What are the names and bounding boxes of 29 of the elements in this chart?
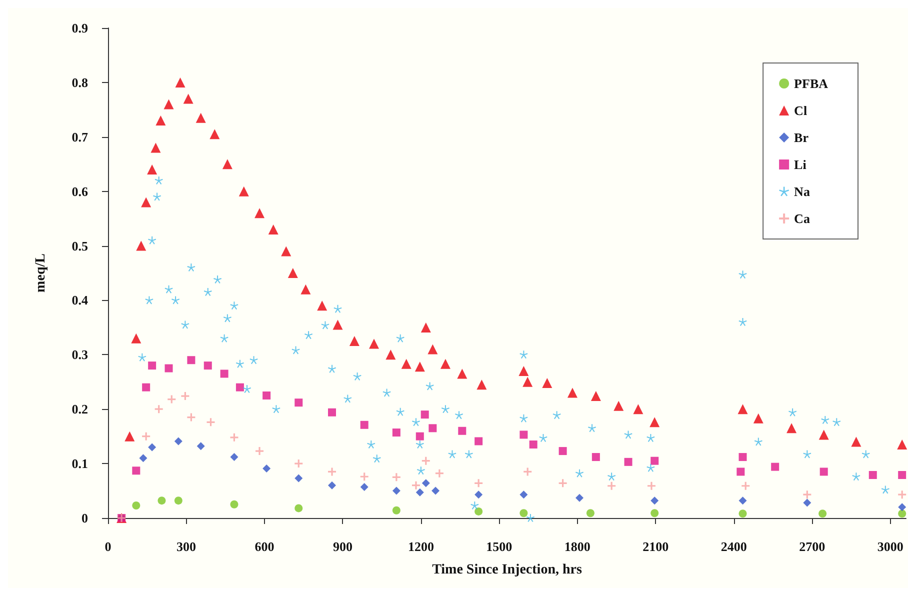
y-tick-label: 0.8 [72, 74, 88, 90]
x-tick-label: 0 [104, 539, 112, 554]
legend-label: Ca [794, 211, 810, 226]
x-tick-label: 1500 [486, 539, 512, 554]
x-tick-label: 600 [254, 539, 274, 554]
y-tick-label: 0.3 [72, 347, 88, 362]
legend-label: PFBA [794, 76, 829, 91]
x-tick-label: 2700 [799, 539, 826, 554]
y-tick-label: 0.1 [72, 456, 88, 472]
y-tick-label: 0.5 [72, 238, 88, 254]
y-tick-label: 0 [82, 510, 88, 526]
y-tick-label: 0.7 [72, 129, 88, 144]
x-tick-label: 2100 [642, 539, 669, 554]
y-tick-label: 0.6 [72, 184, 88, 199]
legend-label: Li [794, 157, 807, 172]
y-axis-title: meq/L [34, 254, 48, 292]
y-tick-label: 0.2 [72, 402, 88, 417]
x-axis-title: Time Since Injection, hrs [432, 562, 582, 578]
x-tick-label: 3000 [877, 539, 904, 554]
x-tick-label: 2400 [720, 539, 747, 554]
y-tick-label: 0.9 [72, 20, 88, 36]
x-tick-label: 1200 [408, 539, 434, 554]
x-tick-label: 300 [176, 539, 196, 554]
legend-label: Cl [794, 103, 808, 118]
legend-label: Br [794, 130, 809, 145]
legend-label: Na [794, 184, 810, 199]
y-tick-label: 0.4 [72, 292, 88, 308]
x-tick-label: 900 [332, 539, 352, 554]
x-tick-label: 1800 [564, 539, 590, 554]
